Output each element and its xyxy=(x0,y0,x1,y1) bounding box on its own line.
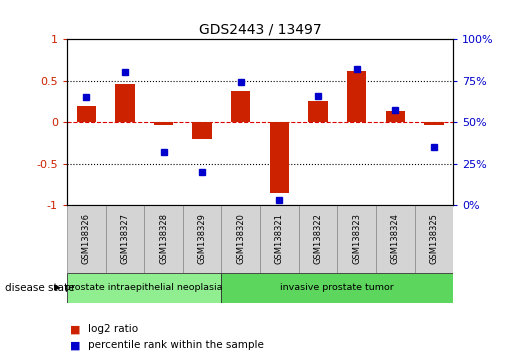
Text: GSM138321: GSM138321 xyxy=(275,213,284,264)
Text: ■: ■ xyxy=(70,324,80,334)
Bar xyxy=(386,111,405,122)
Bar xyxy=(424,122,443,125)
Bar xyxy=(347,70,366,122)
Text: GSM138320: GSM138320 xyxy=(236,213,245,264)
Bar xyxy=(308,101,328,122)
Text: percentile rank within the sample: percentile rank within the sample xyxy=(88,340,264,350)
Bar xyxy=(231,91,250,122)
Text: GSM138322: GSM138322 xyxy=(314,213,322,264)
Bar xyxy=(154,122,173,125)
Bar xyxy=(299,205,337,273)
Text: GSM138328: GSM138328 xyxy=(159,213,168,264)
Text: disease state: disease state xyxy=(5,282,75,293)
Text: invasive prostate tumor: invasive prostate tumor xyxy=(281,283,394,292)
Text: GSM138329: GSM138329 xyxy=(198,213,207,264)
Text: GSM138326: GSM138326 xyxy=(82,213,91,264)
Bar xyxy=(183,205,221,273)
Bar xyxy=(270,122,289,193)
Bar xyxy=(221,205,260,273)
Bar xyxy=(67,205,106,273)
Bar xyxy=(115,84,134,122)
Text: GSM138324: GSM138324 xyxy=(391,213,400,264)
Bar xyxy=(415,205,453,273)
Bar xyxy=(376,205,415,273)
Bar xyxy=(193,122,212,139)
Text: log2 ratio: log2 ratio xyxy=(88,324,138,334)
Bar xyxy=(337,205,376,273)
Bar xyxy=(67,273,221,303)
Bar xyxy=(144,205,183,273)
Bar xyxy=(106,205,144,273)
Text: prostate intraepithelial neoplasia: prostate intraepithelial neoplasia xyxy=(65,283,223,292)
Text: GSM138325: GSM138325 xyxy=(430,213,438,264)
Bar xyxy=(260,205,299,273)
Title: GDS2443 / 13497: GDS2443 / 13497 xyxy=(199,22,321,36)
Text: GSM138323: GSM138323 xyxy=(352,213,361,264)
Bar xyxy=(221,273,453,303)
Text: GSM138327: GSM138327 xyxy=(121,213,129,264)
Bar xyxy=(77,106,96,122)
Text: ■: ■ xyxy=(70,340,80,350)
